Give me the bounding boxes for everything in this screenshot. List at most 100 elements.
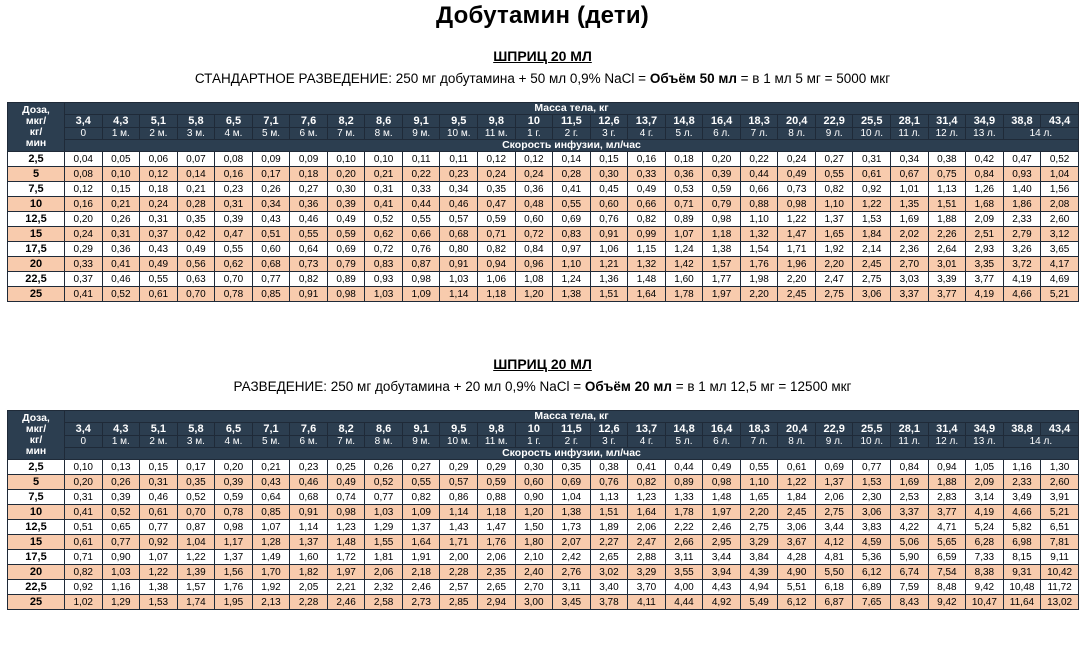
age-header: 1 м.: [101, 435, 141, 448]
table-row: 2,5 0,04 0,05 0,06 0,07 0,08 0,09 0,09 0,10 0,10 0…: [7, 151, 1079, 167]
rate-cell: 0,69: [552, 474, 591, 490]
rate-cell: 3,26: [1002, 241, 1042, 257]
rate-cell: 1,01: [890, 181, 929, 197]
rate-cell: 1,10: [814, 196, 854, 212]
rate-cell: 1,14: [439, 286, 479, 302]
rate-cell: 0,44: [401, 196, 441, 212]
rate-cell: 1,92: [251, 579, 291, 595]
rate-cell: 0,37: [64, 271, 103, 287]
rate-header: Скорость инфузии, мл/час: [64, 447, 1079, 460]
rate-cell: 0,30: [514, 459, 554, 475]
weight-header: 28,1: [890, 114, 929, 128]
dose-header-line: мин: [25, 445, 47, 457]
rate-cell: 3,14: [965, 489, 1004, 505]
age-header: 11 л.: [890, 435, 929, 448]
rate-cell: 0,77: [101, 534, 141, 550]
rate-cell: 0,17: [251, 166, 291, 182]
rate-cell: 8,15: [1002, 549, 1042, 565]
weight-header: 8,6: [364, 422, 403, 436]
rate-cell: 1,03: [101, 564, 141, 580]
rate-cell: 0,18: [139, 181, 178, 197]
rate-cell: 0,71: [477, 226, 516, 242]
rate-cell: 6,74: [890, 564, 929, 580]
rate-cell: 1,43: [439, 519, 479, 535]
rate-cell: 0,09: [289, 151, 328, 167]
rate-cell: 0,26: [101, 474, 141, 490]
rate-cell: 0,22: [401, 166, 441, 182]
rate-cell: 3,77: [927, 286, 967, 302]
dose-cell: 2,5: [7, 151, 65, 167]
age-header: 0: [64, 127, 103, 140]
age-header: 4 м.: [214, 127, 253, 140]
weight-header: 20,4: [777, 114, 816, 128]
rate-cell: 2,75: [814, 504, 854, 520]
rate-cell: 5,50: [814, 564, 854, 580]
weight-header: 4,3: [101, 422, 141, 436]
rate-cell: 0,59: [214, 489, 253, 505]
rate-cell: 1,69: [890, 211, 929, 227]
rate-cell: 2,85: [439, 594, 479, 610]
rate-cell: 1,47: [777, 226, 816, 242]
rate-cell: 0,20: [64, 474, 103, 490]
rate-cell: 0,72: [514, 226, 554, 242]
rate-cell: 0,30: [589, 166, 629, 182]
age-header: 1 г.: [514, 435, 554, 448]
table-row: 22,5 0,37 0,46 0,55 0,63 0,70 0,77 0,82 0,89 0,93…: [7, 271, 1079, 287]
rate-cell: 0,18: [289, 166, 328, 182]
rate-cell: 1,53: [139, 594, 178, 610]
rate-cell: 2,75: [739, 519, 779, 535]
rate-cell: 1,24: [664, 241, 704, 257]
weight-header: 9,8: [477, 114, 516, 128]
age-header: 8 м.: [364, 435, 403, 448]
rate-cell: 2,06: [477, 549, 516, 565]
rate-cell: 0,55: [289, 226, 328, 242]
rate-cell: 5,82: [1002, 519, 1042, 535]
age-header: 2 г.: [552, 435, 591, 448]
rate-cell: 0,24: [139, 196, 178, 212]
rate-cell: 0,47: [477, 196, 516, 212]
rate-cell: 1,88: [927, 211, 967, 227]
table-row: 25 0,41 0,52 0,61 0,70 0,78 0,85 0,91 0,98 1,03 1,…: [7, 286, 1079, 302]
rate-cell: 2,64: [927, 241, 967, 257]
rate-cell: 0,46: [289, 474, 328, 490]
weight-header: 25,5: [852, 422, 892, 436]
rate-cell: 0,63: [176, 271, 216, 287]
rate-cell: 0,27: [814, 151, 854, 167]
rate-cell: 1,51: [927, 196, 967, 212]
rate-cell: 0,31: [364, 181, 403, 197]
rate-cell: 1,69: [890, 474, 929, 490]
rate-cell: 0,61: [852, 166, 892, 182]
rate-cell: 0,92: [139, 534, 178, 550]
rate-cell: 0,89: [664, 474, 704, 490]
dose-column-header: Доза, мкг/кг/мин: [7, 102, 65, 152]
dose-cell: 12,5: [7, 211, 65, 227]
rate-cell: 0,31: [214, 196, 253, 212]
rate-cell: 0,69: [552, 211, 591, 227]
rate-cell: 1,53: [852, 474, 892, 490]
rate-cell: 3,67: [777, 534, 816, 550]
rate-cell: 2,66: [664, 534, 704, 550]
rate-cell: 0,12: [514, 151, 554, 167]
rate-cell: 3,29: [739, 534, 779, 550]
rate-cell: 1,76: [739, 256, 779, 272]
rate-cell: 1,20: [514, 504, 554, 520]
age-header: 6 м.: [289, 127, 328, 140]
page-title: Добутамин (дети): [436, 2, 649, 29]
age-header: 2 м.: [139, 127, 178, 140]
age-header: 10 м.: [439, 127, 479, 140]
rate-cell: 6,12: [852, 564, 892, 580]
rate-cell: 0,62: [214, 256, 253, 272]
rate-cell: 0,11: [439, 151, 479, 167]
rate-cell: 1,64: [401, 534, 441, 550]
rate-cell: 0,27: [401, 459, 441, 475]
rate-cell: 0,91: [589, 226, 629, 242]
rate-cell: 2,45: [777, 504, 816, 520]
dose-cell: 5: [7, 474, 65, 490]
rate-cell: 3,91: [1040, 489, 1079, 505]
rate-cell: 5,36: [852, 549, 892, 565]
rate-cell: 0,92: [852, 181, 892, 197]
rate-cell: 0,93: [364, 271, 403, 287]
rate-cell: 1,81: [364, 549, 403, 565]
weight-header: 3,4: [64, 114, 103, 128]
